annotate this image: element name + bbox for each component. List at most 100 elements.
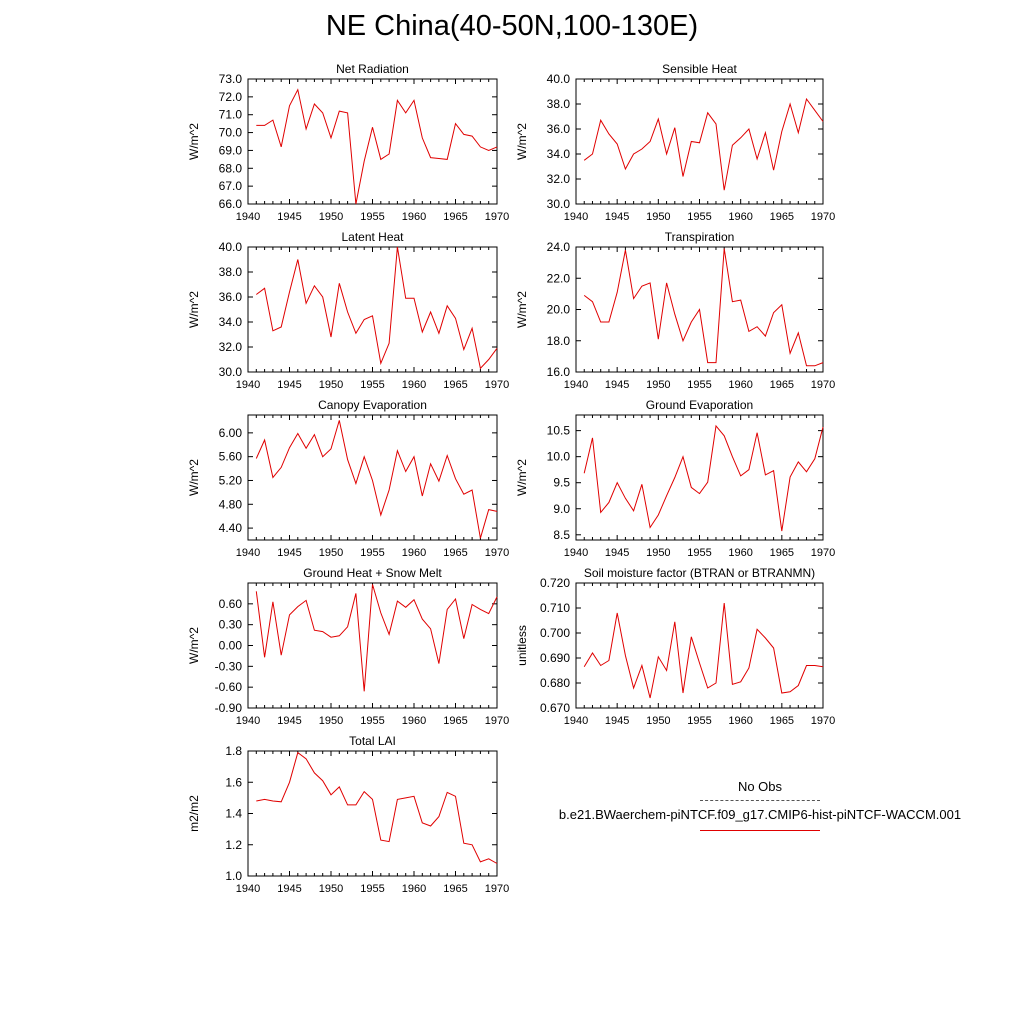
panel-4-xtick-label: 1970 xyxy=(811,379,835,391)
panel-2-ytick-label: 38.0 xyxy=(547,97,571,111)
panel-7-frame xyxy=(247,582,498,709)
panel-8-ytick-label: 0.670 xyxy=(540,701,570,715)
panel-8-xtick-label: 1965 xyxy=(770,715,794,727)
panel-3-xtick-label: 1970 xyxy=(485,379,509,391)
panel-9-ytick-label: 1.8 xyxy=(225,744,242,758)
panel-6-ytick-label: 8.5 xyxy=(553,528,570,542)
panel-1-title: Net Radiation xyxy=(336,62,409,76)
panel-6-ytick-label: 10.5 xyxy=(547,424,571,438)
panel-8-ylabel: unitless xyxy=(515,625,529,666)
panel-4-ytick-label: 22.0 xyxy=(547,271,571,285)
panel-8-frame xyxy=(575,582,824,709)
panel-4-ytick-label: 16.0 xyxy=(547,365,571,379)
panel-9-xtick-label: 1955 xyxy=(360,883,384,895)
panel-7-ytick-label: 0.30 xyxy=(219,618,243,632)
panel-9-xtick-label: 1940 xyxy=(236,883,260,895)
panel-9-title: Total LAI xyxy=(349,734,396,748)
panel-2-xtick-label: 1965 xyxy=(770,211,794,223)
panel-6-xtick-label: 1945 xyxy=(605,547,629,559)
panel-9-xtick-label: 1960 xyxy=(402,883,426,895)
panel-6-series-line xyxy=(583,424,824,532)
panel-7-ytick-label: -0.60 xyxy=(215,680,243,694)
panel-2-series-line xyxy=(583,97,824,191)
panel-2-ytick-label: 40.0 xyxy=(547,72,571,86)
panel-1-ytick-label: 71.0 xyxy=(219,108,243,122)
panel-5-xtick-label: 1950 xyxy=(319,547,343,559)
panel-3-xtick-label: 1945 xyxy=(277,379,301,391)
panel-6-xtick-label: 1950 xyxy=(646,547,670,559)
panel-1-ylabel: W/m^2 xyxy=(187,123,201,160)
panel-9-xtick-label: 1970 xyxy=(485,883,509,895)
panel-1-xtick-label: 1965 xyxy=(443,211,467,223)
panel-1-ytick-label: 70.0 xyxy=(219,126,243,140)
panel-9-xtick-label: 1945 xyxy=(277,883,301,895)
panel-3-ylabel: W/m^2 xyxy=(187,291,201,328)
panel-1-ytick-label: 69.0 xyxy=(219,143,243,157)
panel-8-xtick-label: 1945 xyxy=(605,715,629,727)
panel-7-xtick-label: 1950 xyxy=(319,715,343,727)
panel-1-xtick-label: 1945 xyxy=(277,211,301,223)
panel-3-ytick-label: 38.0 xyxy=(219,265,243,279)
panel-7-ytick-label: 0.60 xyxy=(219,597,243,611)
panel-9-xtick-label: 1965 xyxy=(443,883,467,895)
panel-5-xtick-label: 1940 xyxy=(236,547,260,559)
panel-1-series-line xyxy=(256,88,498,205)
panel-4-title: Transpiration xyxy=(665,230,735,244)
panel-4-xtick-label: 1945 xyxy=(605,379,629,391)
panel-1-xtick-label: 1950 xyxy=(319,211,343,223)
panel-6-xtick-label: 1965 xyxy=(770,547,794,559)
panel-3-xtick-label: 1940 xyxy=(236,379,260,391)
panel-1-xtick-label: 1940 xyxy=(236,211,260,223)
panel-6-ylabel: W/m^2 xyxy=(515,459,529,496)
panel-6-title: Ground Evaporation xyxy=(646,398,753,412)
panel-3-xtick-label: 1960 xyxy=(402,379,426,391)
panel-1-ytick-label: 68.0 xyxy=(219,161,243,175)
panel-3-ytick-label: 36.0 xyxy=(219,290,243,304)
panel-8-series-line xyxy=(583,602,824,699)
panel-3-ytick-label: 30.0 xyxy=(219,365,243,379)
panel-7-title: Ground Heat + Snow Melt xyxy=(303,566,442,580)
panel-1-xtick-label: 1970 xyxy=(485,211,509,223)
panel-1-ytick-label: 66.0 xyxy=(219,197,243,211)
panel-4-ytick-label: 18.0 xyxy=(547,334,571,348)
panel-9-ytick-label: 1.0 xyxy=(225,869,242,883)
panel-6-xtick-label: 1960 xyxy=(728,547,752,559)
panel-5-ylabel: W/m^2 xyxy=(187,459,201,496)
panel-9-frame xyxy=(247,750,498,877)
panel-4-xtick-label: 1955 xyxy=(687,379,711,391)
panel-3-xtick-label: 1965 xyxy=(443,379,467,391)
panel-5-xtick-label: 1945 xyxy=(277,547,301,559)
panel-7-xtick-label: 1945 xyxy=(277,715,301,727)
panel-8-ytick-label: 0.700 xyxy=(540,626,570,640)
panel-9-ytick-label: 1.2 xyxy=(225,838,242,852)
panel-8-xtick-label: 1955 xyxy=(687,715,711,727)
panel-4-series-line xyxy=(583,248,824,367)
panel-8-xtick-label: 1960 xyxy=(728,715,752,727)
panel-4-xtick-label: 1960 xyxy=(728,379,752,391)
panel-2-ytick-label: 30.0 xyxy=(547,197,571,211)
panel-8-ytick-label: 0.680 xyxy=(540,676,570,690)
panel-9-ytick-label: 1.6 xyxy=(225,775,242,789)
panel-5-frame xyxy=(247,414,498,541)
legend-case-label: b.e21.BWaerchem-piNTCF.f09_g17.CMIP6-his… xyxy=(558,807,962,822)
panel-6-frame xyxy=(575,414,824,541)
panel-5-xtick-label: 1970 xyxy=(485,547,509,559)
panel-2-xtick-label: 1960 xyxy=(728,211,752,223)
panel-7-xtick-label: 1955 xyxy=(360,715,384,727)
panel-2-ytick-label: 36.0 xyxy=(547,122,571,136)
panel-6-xtick-label: 1970 xyxy=(811,547,835,559)
panel-3-ytick-label: 34.0 xyxy=(219,315,243,329)
panel-7-xtick-label: 1960 xyxy=(402,715,426,727)
panel-1-ytick-label: 72.0 xyxy=(219,90,243,104)
panel-6-ytick-label: 9.0 xyxy=(553,502,570,516)
panel-1-xtick-label: 1960 xyxy=(402,211,426,223)
panel-2-xtick-label: 1970 xyxy=(811,211,835,223)
panel-4-xtick-label: 1965 xyxy=(770,379,794,391)
legend-case-line xyxy=(700,830,820,831)
panel-5-xtick-label: 1960 xyxy=(402,547,426,559)
panel-5-title: Canopy Evaporation xyxy=(318,398,427,412)
panel-9-xtick-label: 1950 xyxy=(319,883,343,895)
panel-3-ytick-label: 32.0 xyxy=(219,340,243,354)
page-title: NE China(40-50N,100-130E) xyxy=(325,10,699,42)
